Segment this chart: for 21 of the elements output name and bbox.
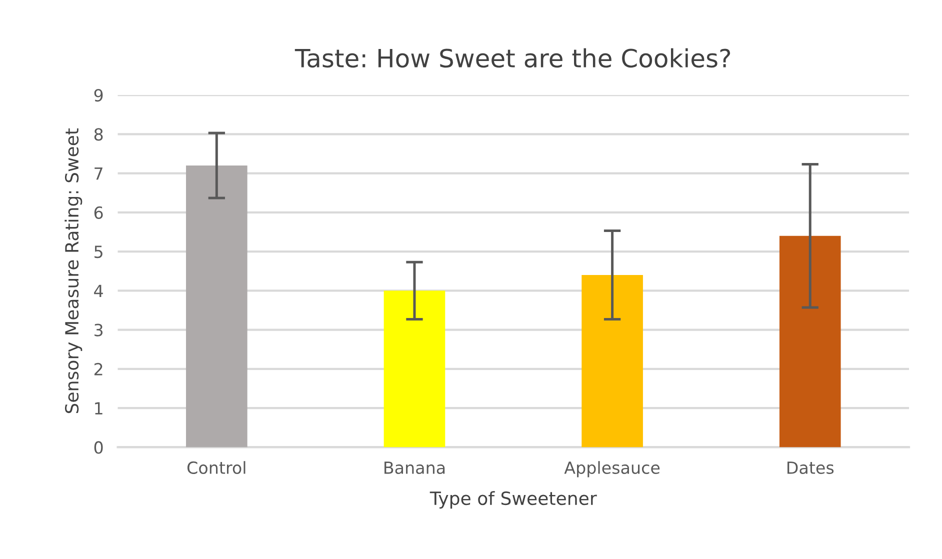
y-tick-label: 6 bbox=[94, 206, 103, 219]
y-tick-label: 3 bbox=[94, 324, 103, 336]
y-tick-label: 2 bbox=[94, 362, 102, 376]
x-tick-label: Control bbox=[187, 461, 246, 474]
x-axis-title: Type of Sweetener bbox=[430, 491, 597, 509]
y-axis-title: Sensory Measure Rating: Sweet bbox=[64, 128, 82, 414]
y-tick-label: 7 bbox=[94, 167, 102, 180]
y-tick-label: 0 bbox=[94, 441, 103, 454]
bar bbox=[582, 275, 643, 448]
y-tick-label: 1 bbox=[95, 402, 102, 414]
x-tick-label: Dates bbox=[787, 462, 834, 474]
y-tick-label: 4 bbox=[94, 284, 103, 298]
bar bbox=[384, 290, 446, 448]
bar bbox=[779, 236, 841, 448]
y-tick-label: 9 bbox=[94, 88, 103, 102]
y-tick-label: 8 bbox=[94, 128, 103, 141]
bar bbox=[186, 165, 248, 448]
x-tick-label: Applesauce bbox=[564, 461, 660, 478]
x-tick-label: Banana bbox=[384, 462, 445, 474]
chart-title: Taste: How Sweet are the Cookies? bbox=[294, 48, 730, 68]
y-tick-label: 5 bbox=[94, 246, 102, 258]
